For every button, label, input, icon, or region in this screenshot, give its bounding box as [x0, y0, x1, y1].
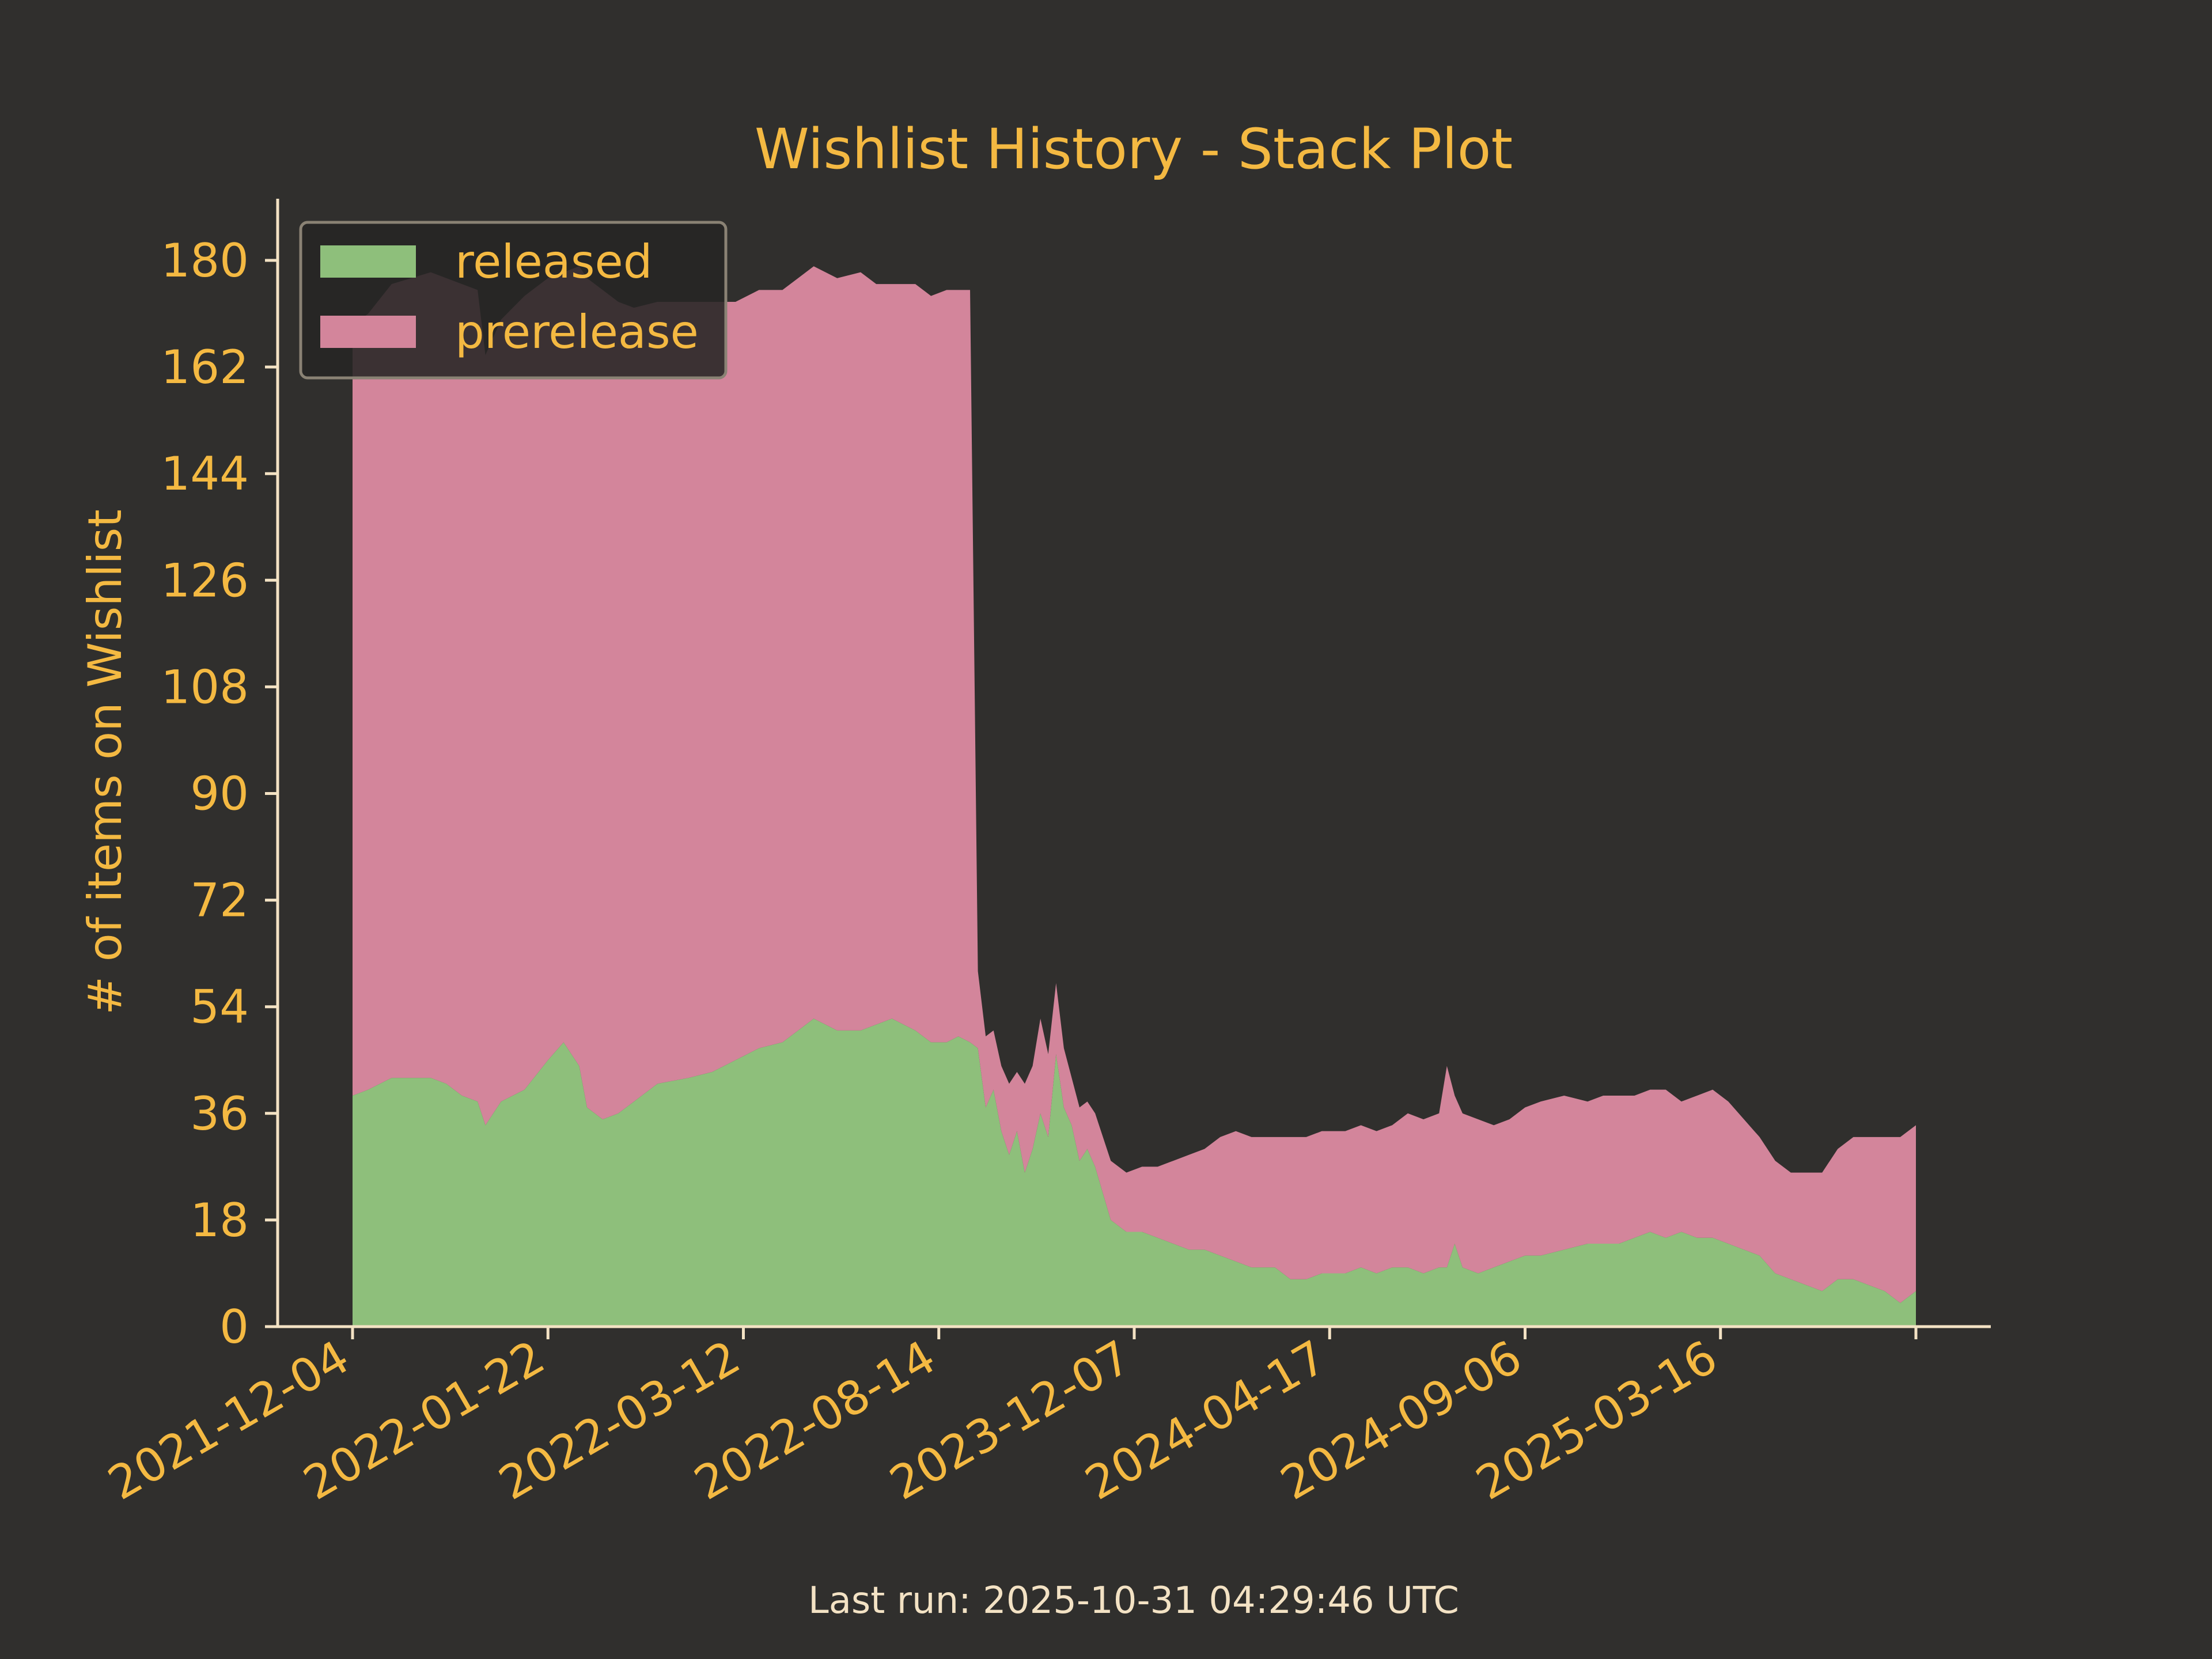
y-tick-label: 72 [190, 874, 249, 927]
y-tick-label: 90 [190, 767, 249, 821]
y-tick-label: 162 [161, 340, 249, 394]
legend-label-released: released [455, 235, 653, 289]
area-layer [353, 266, 1916, 1327]
y-tick-label: 18 [190, 1194, 249, 1247]
y-tick-label: 36 [190, 1087, 249, 1141]
legend-swatch-prerelease [320, 316, 416, 348]
area-prerelease [353, 266, 1916, 1303]
y-axis-label: # of items on Wishlist [78, 509, 132, 1014]
area-released [353, 1018, 1916, 1327]
y-ticks: 0 18 36 54 72 90 108 126 144 162 180 [161, 234, 278, 1354]
y-tick-label: 0 [219, 1300, 249, 1354]
x-ticks: 2021-12-042022-01-222022-03-122022-08-14… [99, 1327, 1918, 1510]
legend: released prerelease [299, 221, 728, 380]
legend-label-prerelease: prerelease [455, 305, 699, 359]
y-tick-label: 108 [161, 660, 249, 714]
chart-title: Wishlist History - Stack Plot [755, 117, 1513, 181]
y-tick-label: 180 [161, 234, 249, 287]
legend-swatch-released [320, 245, 416, 278]
y-tick-label: 126 [161, 554, 249, 607]
y-tick-label: 54 [190, 980, 249, 1034]
last-run-footer: Last run: 2025-10-31 04:29:46 UTC [808, 1580, 1459, 1622]
y-tick-label: 144 [161, 447, 249, 501]
